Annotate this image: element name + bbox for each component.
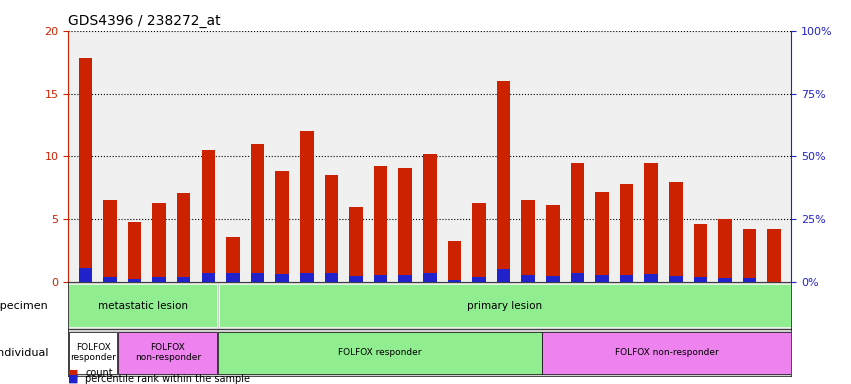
Text: count: count xyxy=(85,368,112,378)
FancyBboxPatch shape xyxy=(118,331,217,374)
Bar xyxy=(694,277,707,282)
Bar xyxy=(743,229,757,282)
Bar xyxy=(595,275,608,282)
Text: GDS4396 / 238272_at: GDS4396 / 238272_at xyxy=(68,14,220,28)
Bar xyxy=(324,273,338,282)
Bar xyxy=(202,273,215,282)
Bar xyxy=(276,172,288,282)
Text: individual: individual xyxy=(0,348,49,358)
Bar xyxy=(497,81,511,282)
Bar xyxy=(152,277,166,282)
Bar xyxy=(128,222,141,282)
Text: metastatic lesion: metastatic lesion xyxy=(98,301,188,311)
Text: FOLFOX non-responder: FOLFOX non-responder xyxy=(614,348,718,357)
Bar xyxy=(669,182,683,282)
Text: specimen: specimen xyxy=(0,301,49,311)
Bar xyxy=(349,276,363,282)
Bar xyxy=(546,205,560,282)
Bar xyxy=(620,184,633,282)
Bar xyxy=(768,281,781,282)
Bar xyxy=(226,237,240,282)
Bar xyxy=(374,275,387,282)
Text: percentile rank within the sample: percentile rank within the sample xyxy=(85,374,250,384)
Bar xyxy=(522,275,535,282)
Bar xyxy=(472,203,486,282)
Text: FOLFOX responder: FOLFOX responder xyxy=(338,348,421,357)
Bar xyxy=(743,278,757,282)
Bar xyxy=(78,58,92,282)
Bar xyxy=(103,277,117,282)
Bar xyxy=(571,273,584,282)
Bar xyxy=(152,203,166,282)
Bar xyxy=(128,279,141,282)
Bar xyxy=(522,200,535,282)
Bar xyxy=(644,163,658,282)
Bar xyxy=(497,270,511,282)
Bar xyxy=(595,192,608,282)
FancyBboxPatch shape xyxy=(69,331,117,374)
Bar xyxy=(103,200,117,282)
Bar xyxy=(398,275,412,282)
FancyBboxPatch shape xyxy=(542,331,791,374)
FancyBboxPatch shape xyxy=(68,285,216,327)
Bar xyxy=(226,273,240,282)
Bar xyxy=(324,175,338,282)
Bar xyxy=(349,207,363,282)
Bar xyxy=(694,224,707,282)
Bar xyxy=(472,277,486,282)
Bar xyxy=(374,166,387,282)
Text: primary lesion: primary lesion xyxy=(467,301,542,311)
FancyBboxPatch shape xyxy=(219,285,791,327)
Bar xyxy=(423,273,437,282)
Bar xyxy=(644,274,658,282)
Bar xyxy=(251,144,265,282)
Bar xyxy=(620,275,633,282)
Bar xyxy=(177,193,191,282)
FancyBboxPatch shape xyxy=(218,331,541,374)
Bar xyxy=(300,273,313,282)
Bar xyxy=(669,276,683,282)
Bar xyxy=(718,219,732,282)
Text: FOLFOX
non-responder: FOLFOX non-responder xyxy=(134,343,201,362)
Bar xyxy=(423,154,437,282)
Text: FOLFOX
responder: FOLFOX responder xyxy=(70,343,116,362)
Bar xyxy=(571,163,584,282)
Bar xyxy=(177,276,191,282)
Bar xyxy=(202,150,215,282)
Bar xyxy=(300,131,313,282)
Bar xyxy=(251,273,265,282)
Bar xyxy=(768,229,781,282)
Bar xyxy=(398,168,412,282)
Bar xyxy=(546,276,560,282)
Bar xyxy=(276,274,288,282)
Bar xyxy=(718,278,732,282)
Bar xyxy=(448,241,461,282)
Text: ■: ■ xyxy=(68,374,78,384)
Text: ■: ■ xyxy=(68,368,78,378)
Bar xyxy=(448,280,461,282)
Bar xyxy=(78,268,92,282)
